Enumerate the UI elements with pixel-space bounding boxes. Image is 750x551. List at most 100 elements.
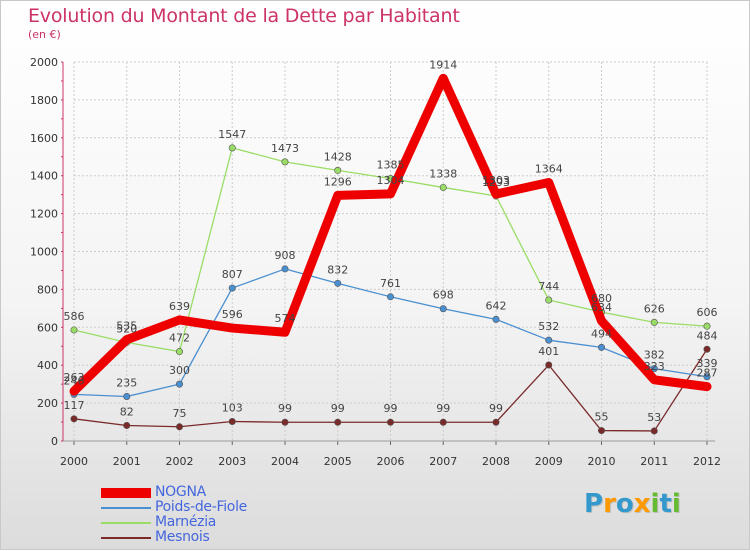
data-label-mesnois: 103 (222, 401, 243, 414)
data-label-poids-de-fiole: 832 (327, 263, 348, 276)
y-tick-label: 600 (37, 321, 58, 334)
data-label-marn-zia: 586 (64, 310, 85, 323)
data-label-poids-de-fiole: 532 (538, 320, 559, 333)
logo-letter: i (671, 489, 681, 519)
y-tick-label: 800 (37, 283, 58, 296)
data-label-mesnois: 53 (647, 411, 661, 424)
data-point-mesnois (334, 418, 342, 426)
data-point-marn-zia (650, 318, 658, 326)
y-tick-label: 0 (51, 435, 58, 448)
data-point-mesnois (176, 423, 184, 431)
data-label-marn-zia: 680 (591, 292, 612, 305)
logo-letter: x (633, 489, 651, 519)
data-point-marn-zia (176, 348, 184, 356)
legend-swatch-poids-de-fiole (101, 507, 151, 509)
data-point-poids-de-fiole (439, 305, 447, 313)
legend-label-mesnois: Mesnois (155, 529, 210, 545)
data-label-nogna: 1304 (377, 174, 405, 187)
data-label-nogna: 1303 (482, 174, 510, 187)
y-tick-label: 200 (37, 397, 58, 410)
data-point-poids-de-fiole (492, 315, 500, 323)
data-label-mesnois: 117 (64, 399, 85, 412)
data-label-mesnois: 99 (278, 402, 292, 415)
data-label-nogna: 634 (591, 301, 612, 314)
data-label-poids-de-fiole: 382 (644, 349, 665, 362)
data-label-marn-zia: 1547 (218, 128, 246, 141)
legend-swatch-mesnois (101, 537, 151, 539)
data-label-mesnois: 99 (331, 402, 345, 415)
x-tick-label: 2011 (640, 455, 668, 468)
data-point-marn-zia (70, 326, 78, 334)
data-label-mesnois: 99 (384, 402, 398, 415)
data-point-marn-zia (703, 322, 711, 330)
data-point-mesnois (703, 345, 711, 353)
data-point-mesnois (597, 427, 605, 435)
data-point-mesnois (492, 418, 500, 426)
series-line-nogna (69, 73, 712, 396)
data-point-poids-de-fiole (386, 293, 394, 301)
data-point-marn-zia (281, 158, 289, 166)
x-tick-label: 2003 (218, 455, 246, 468)
data-label-poids-de-fiole: 698 (433, 289, 454, 302)
data-label-nogna: 1296 (324, 175, 352, 188)
data-point-poids-de-fiole (545, 336, 553, 344)
legend-swatch-marnezia (101, 522, 151, 524)
data-label-nogna: 287 (697, 367, 718, 380)
y-tick-label: 1000 (30, 246, 58, 259)
x-tick-label: 2007 (429, 455, 457, 468)
x-tick-label: 2004 (271, 455, 299, 468)
data-label-marn-zia: 1473 (271, 142, 299, 155)
data-point-marn-zia (439, 183, 447, 191)
data-label-poids-de-fiole: 807 (222, 268, 243, 281)
legend-swatch-nogna (101, 488, 151, 498)
series-lines (69, 73, 712, 435)
data-label-nogna: 1914 (429, 58, 457, 71)
data-point-poids-de-fiole (650, 365, 658, 373)
data-point-marn-zia (334, 166, 342, 174)
data-point-poids-de-fiole (281, 265, 289, 273)
data-label-marn-zia: 626 (644, 302, 665, 315)
data-label-poids-de-fiole: 761 (380, 277, 401, 290)
logo-letter: i (650, 489, 660, 519)
data-label-mesnois: 82 (120, 405, 134, 418)
x-tick-label: 2010 (588, 455, 616, 468)
data-label-nogna: 1364 (535, 163, 563, 176)
data-label-poids-de-fiole: 908 (275, 249, 296, 262)
x-tick-label: 2009 (535, 455, 563, 468)
data-label-nogna: 535 (116, 320, 137, 333)
data-point-marn-zia (228, 144, 236, 152)
data-point-mesnois (650, 427, 658, 435)
data-point-poids-de-fiole (334, 279, 342, 287)
data-label-nogna: 323 (644, 360, 665, 373)
data-point-mesnois (386, 418, 394, 426)
data-point-poids-de-fiole (228, 284, 236, 292)
data-label-mesnois: 75 (173, 407, 187, 420)
data-point-poids-de-fiole (123, 392, 131, 400)
x-tick-label: 2012 (693, 455, 721, 468)
data-label-mesnois: 401 (538, 345, 559, 358)
data-point-poids-de-fiole (703, 373, 711, 381)
data-label-mesnois: 484 (697, 329, 718, 342)
x-tick-label: 2006 (377, 455, 405, 468)
x-tick-label: 2001 (113, 455, 141, 468)
data-point-poids-de-fiole (176, 380, 184, 388)
data-label-marn-zia: 472 (169, 332, 190, 345)
data-label-poids-de-fiole: 494 (591, 327, 612, 340)
data-point-marn-zia (545, 296, 553, 304)
data-label-poids-de-fiole: 339 (697, 357, 718, 370)
logo-letter: t (659, 489, 672, 519)
legend-label-poids-de-fiole: Poids-de-Fiole (155, 499, 247, 515)
y-tick-label: 400 (37, 359, 58, 372)
data-point-mesnois (281, 418, 289, 426)
data-label-marn-zia: 1428 (324, 150, 352, 163)
data-label-mesnois: 55 (595, 411, 609, 424)
data-point-mesnois (439, 418, 447, 426)
data-labels: 117 82 75 103 99 99 99 99 99 401 55 53 484 246 235 300 8… (64, 58, 718, 424)
y-tick-label: 2000 (30, 56, 58, 69)
y-tick-label: 1200 (30, 208, 58, 221)
data-point-mesnois (545, 361, 553, 369)
data-label-marn-zia: 606 (697, 306, 718, 319)
data-label-nogna: 596 (222, 308, 243, 321)
data-label-marn-zia: 1385 (377, 159, 405, 172)
